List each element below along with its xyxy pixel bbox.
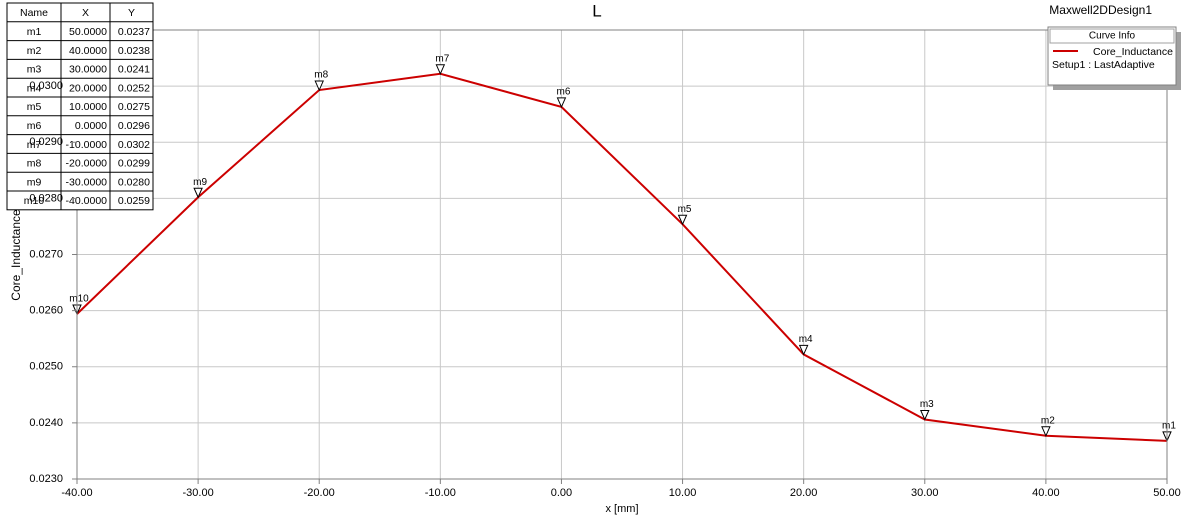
table-cell: m7 bbox=[27, 139, 42, 151]
legend-header bbox=[1049, 28, 1175, 44]
table-cell: 0.0302 bbox=[118, 139, 150, 151]
marker-label: m1 bbox=[1162, 420, 1176, 431]
table-cell: 0.0252 bbox=[118, 82, 150, 94]
marker-label: m9 bbox=[193, 177, 207, 188]
y-tick-label: 0.0230 bbox=[29, 473, 63, 485]
y-tick-label: 0.0290 bbox=[29, 136, 63, 148]
x-tick-label: 0.00 bbox=[551, 487, 572, 499]
marker bbox=[435, 64, 446, 76]
design-name: Maxwell2DDesign1 bbox=[1049, 3, 1152, 17]
table-header: Y bbox=[128, 7, 135, 19]
x-tick-label: 50.00 bbox=[1153, 487, 1181, 499]
y-tick-label: 0.0270 bbox=[29, 248, 63, 260]
marker-label: m8 bbox=[314, 70, 328, 81]
table-cell: 10.0000 bbox=[69, 101, 107, 113]
marker bbox=[798, 344, 809, 356]
x-tick-label: 20.00 bbox=[790, 487, 818, 499]
table-header: X bbox=[82, 7, 89, 19]
line bbox=[76, 72, 1168, 442]
x-tick-label: 40.00 bbox=[1032, 487, 1060, 499]
y-tick-label: 0.0260 bbox=[29, 305, 63, 317]
x-tick-label: 10.00 bbox=[669, 487, 697, 499]
legend-note: Setup1 : LastAdaptive bbox=[1052, 59, 1155, 71]
y-axis-label: Core_Inductance bbox=[9, 209, 23, 301]
plot: m10 m9 m8 m7 m6 m5 m4 m3 m2 m1 bbox=[69, 53, 1176, 443]
x-tick-label: -10.00 bbox=[425, 487, 456, 499]
x-axis-label: x [mm] bbox=[606, 503, 639, 515]
y-tick-label: 0.0280 bbox=[29, 192, 63, 204]
table-cell: 40.0000 bbox=[69, 45, 107, 57]
table-cell: -20.0000 bbox=[66, 158, 108, 170]
marker-label: m7 bbox=[435, 53, 449, 64]
table-cell: 0.0259 bbox=[118, 195, 150, 207]
table-cell: m1 bbox=[27, 26, 42, 38]
table-cell: 20.0000 bbox=[69, 82, 107, 94]
table-cell: -30.0000 bbox=[66, 176, 108, 188]
table-cell: 0.0238 bbox=[118, 45, 150, 57]
y-tick-label: 0.0250 bbox=[29, 361, 63, 373]
marker-table: Name m1 m2 m3 m4 m5 m6 m7 m8 m9 m10 X 50.0000 40.0000… bbox=[6, 2, 154, 211]
marker bbox=[556, 97, 567, 109]
table-cell: m8 bbox=[27, 158, 42, 170]
table-cell: 0.0237 bbox=[118, 26, 150, 38]
table-cell: m5 bbox=[27, 101, 42, 113]
x-tick-label: -20.00 bbox=[304, 487, 335, 499]
marker-label: m3 bbox=[920, 399, 934, 410]
table-cell: 0.0296 bbox=[118, 120, 150, 132]
table-cell: m10 bbox=[24, 195, 45, 207]
table-background bbox=[6, 2, 154, 211]
marker bbox=[677, 214, 688, 226]
marker bbox=[1041, 426, 1051, 438]
table-cell: -10.0000 bbox=[66, 139, 108, 151]
table-cell: m9 bbox=[27, 176, 42, 188]
table-cell: m3 bbox=[27, 64, 42, 76]
table-cell: 0.0275 bbox=[118, 101, 150, 113]
marker-label: m5 bbox=[678, 204, 692, 215]
marker-label: m4 bbox=[799, 334, 813, 345]
legend: Curve Info Core_Inductance Setup1 : Last… bbox=[1047, 26, 1181, 90]
table-cell: 0.0000 bbox=[75, 120, 107, 132]
table-cell: m4 bbox=[27, 82, 42, 94]
y-tick-label: 0.0300 bbox=[29, 80, 63, 92]
marker bbox=[314, 80, 324, 92]
x-tick-label: -40.00 bbox=[61, 487, 92, 499]
table-cell: m2 bbox=[27, 45, 42, 57]
marker bbox=[920, 410, 930, 421]
table-cell: -40.0000 bbox=[66, 195, 108, 207]
table-header: Name bbox=[20, 7, 48, 19]
table-cell: 50.0000 bbox=[69, 26, 107, 38]
marker-label: m6 bbox=[556, 87, 570, 98]
table-cell: m6 bbox=[27, 120, 42, 132]
legend-label: Core_Inductance bbox=[1093, 46, 1173, 58]
table-cell: 30.0000 bbox=[69, 64, 107, 76]
chart-title: L bbox=[592, 1, 601, 20]
x-tick-label: 30.00 bbox=[911, 487, 939, 499]
table-cell: 0.0299 bbox=[118, 158, 150, 170]
marker bbox=[193, 187, 203, 199]
table-cell: 0.0280 bbox=[118, 176, 150, 188]
y-tick-label: 0.0240 bbox=[29, 417, 63, 429]
marker-label: m10 bbox=[69, 294, 89, 305]
marker-label: m2 bbox=[1041, 415, 1055, 426]
x-tick-label: -30.00 bbox=[183, 487, 214, 499]
legend-title: Curve Info bbox=[1089, 31, 1136, 42]
table-cell: 0.0241 bbox=[118, 64, 150, 76]
